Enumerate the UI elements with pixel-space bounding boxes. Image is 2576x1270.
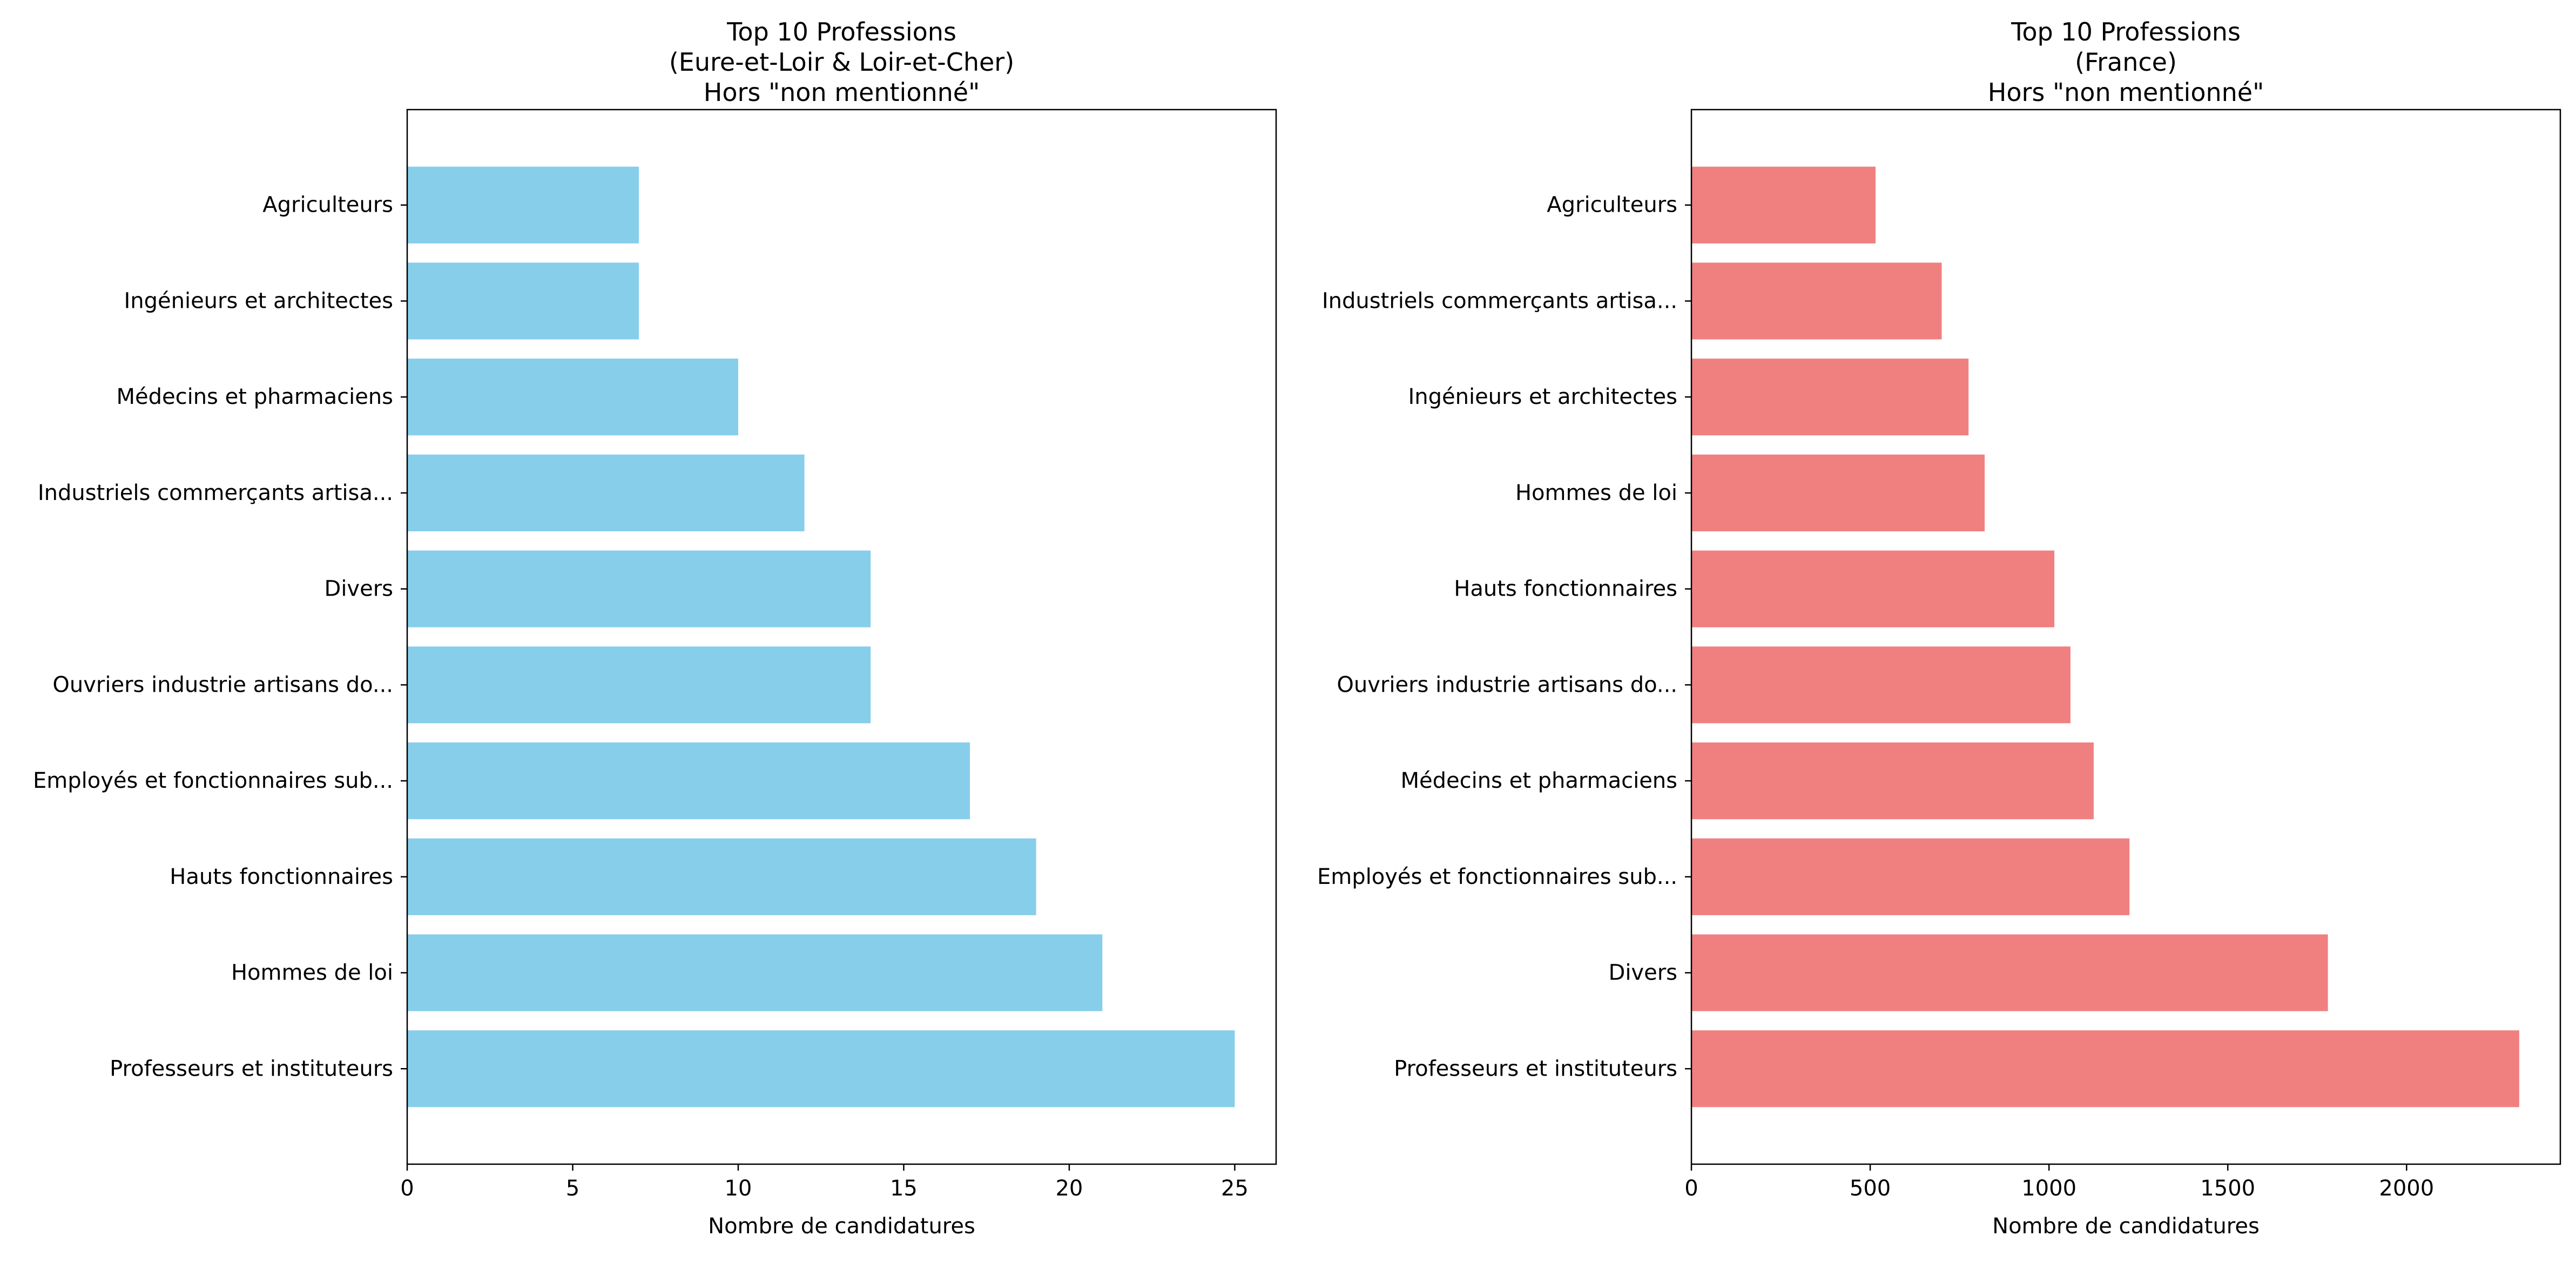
x-tick-label: 20 bbox=[1055, 1176, 1083, 1201]
y-tick-label: Employés et fonctionnaires sub... bbox=[1317, 864, 1677, 889]
chart-right: Top 10 Professions(France)Hors "non ment… bbox=[1317, 17, 2561, 1239]
axes-frame bbox=[1690, 109, 2561, 1165]
y-tick-label: Hauts fonctionnaires bbox=[170, 864, 393, 889]
y-tick-label: Ouvriers industrie artisans do... bbox=[52, 672, 393, 697]
y-tick-label: Médecins et pharmaciens bbox=[116, 384, 393, 409]
bar bbox=[407, 646, 871, 724]
chart-title-line: Hors "non mentionné" bbox=[704, 78, 980, 107]
bar bbox=[1691, 838, 2130, 915]
x-tick-label: 15 bbox=[890, 1176, 918, 1201]
y-tick-label: Divers bbox=[1609, 961, 1677, 985]
x-tick-label: 10 bbox=[724, 1176, 752, 1201]
bar bbox=[1691, 934, 2328, 1011]
x-tick-label: 1000 bbox=[2021, 1176, 2076, 1201]
y-tick-label: Hommes de loi bbox=[231, 961, 393, 985]
x-tick-label: 25 bbox=[1221, 1176, 1249, 1201]
x-tick-label: 2000 bbox=[2379, 1176, 2434, 1201]
x-tick-label: 500 bbox=[1850, 1176, 1891, 1201]
y-tick-label: Industriels commerçants artisa... bbox=[1322, 288, 1677, 313]
bar bbox=[407, 454, 805, 532]
y-tick-label: Divers bbox=[325, 577, 393, 602]
x-tick-label: 5 bbox=[566, 1176, 579, 1201]
bar bbox=[407, 166, 639, 244]
x-axis-label: Nombre de candidatures bbox=[708, 1214, 975, 1239]
y-tick-label: Médecins et pharmaciens bbox=[1400, 768, 1677, 793]
chart-title-line: Hors "non mentionné" bbox=[1988, 78, 2264, 107]
bar bbox=[1691, 550, 2055, 627]
y-tick-label: Industriels commerçants artisa... bbox=[38, 481, 393, 505]
y-tick-label: Employés et fonctionnaires sub... bbox=[33, 768, 393, 793]
y-tick-label: Agriculteurs bbox=[262, 193, 393, 218]
y-tick-label: Professeurs et instituteurs bbox=[110, 1056, 393, 1081]
bar bbox=[1691, 454, 1985, 532]
chart-title-line: (Eure-et-Loir & Loir-et-Cher) bbox=[669, 48, 1014, 77]
bar bbox=[407, 1030, 1235, 1107]
bar bbox=[1691, 742, 2094, 820]
bar bbox=[407, 359, 738, 436]
x-tick-label: 0 bbox=[1684, 1176, 1698, 1201]
bar bbox=[1691, 646, 2071, 724]
bar bbox=[407, 838, 1036, 915]
bar bbox=[407, 550, 871, 627]
x-tick-label: 1500 bbox=[2200, 1176, 2255, 1201]
y-tick-label: Professeurs et instituteurs bbox=[1394, 1056, 1677, 1081]
x-tick-label: 0 bbox=[400, 1176, 414, 1201]
y-tick-label: Agriculteurs bbox=[1547, 193, 1677, 218]
chart-left: Top 10 Professions(Eure-et-Loir & Loir-e… bbox=[33, 17, 1277, 1239]
bar bbox=[1691, 1030, 2519, 1107]
chart-title-line: Top 10 Professions bbox=[726, 17, 956, 46]
bar bbox=[1691, 262, 1942, 340]
bar bbox=[407, 262, 639, 340]
bar bbox=[407, 742, 970, 820]
y-tick-label: Ouvriers industrie artisans do... bbox=[1337, 672, 1677, 697]
axes-frame bbox=[406, 109, 1277, 1165]
bar bbox=[407, 934, 1103, 1011]
x-axis-label: Nombre de candidatures bbox=[1992, 1214, 2260, 1239]
y-tick-label: Ingénieurs et architectes bbox=[124, 288, 393, 313]
bar bbox=[1691, 359, 1969, 436]
y-tick-label: Ingénieurs et architectes bbox=[1408, 384, 1677, 409]
y-tick-label: Hauts fonctionnaires bbox=[1454, 577, 1677, 602]
chart-title-line: (France) bbox=[2075, 48, 2177, 77]
bar bbox=[1691, 166, 1876, 244]
chart-title-line: Top 10 Professions bbox=[2011, 17, 2241, 46]
y-tick-label: Hommes de loi bbox=[1515, 481, 1677, 505]
